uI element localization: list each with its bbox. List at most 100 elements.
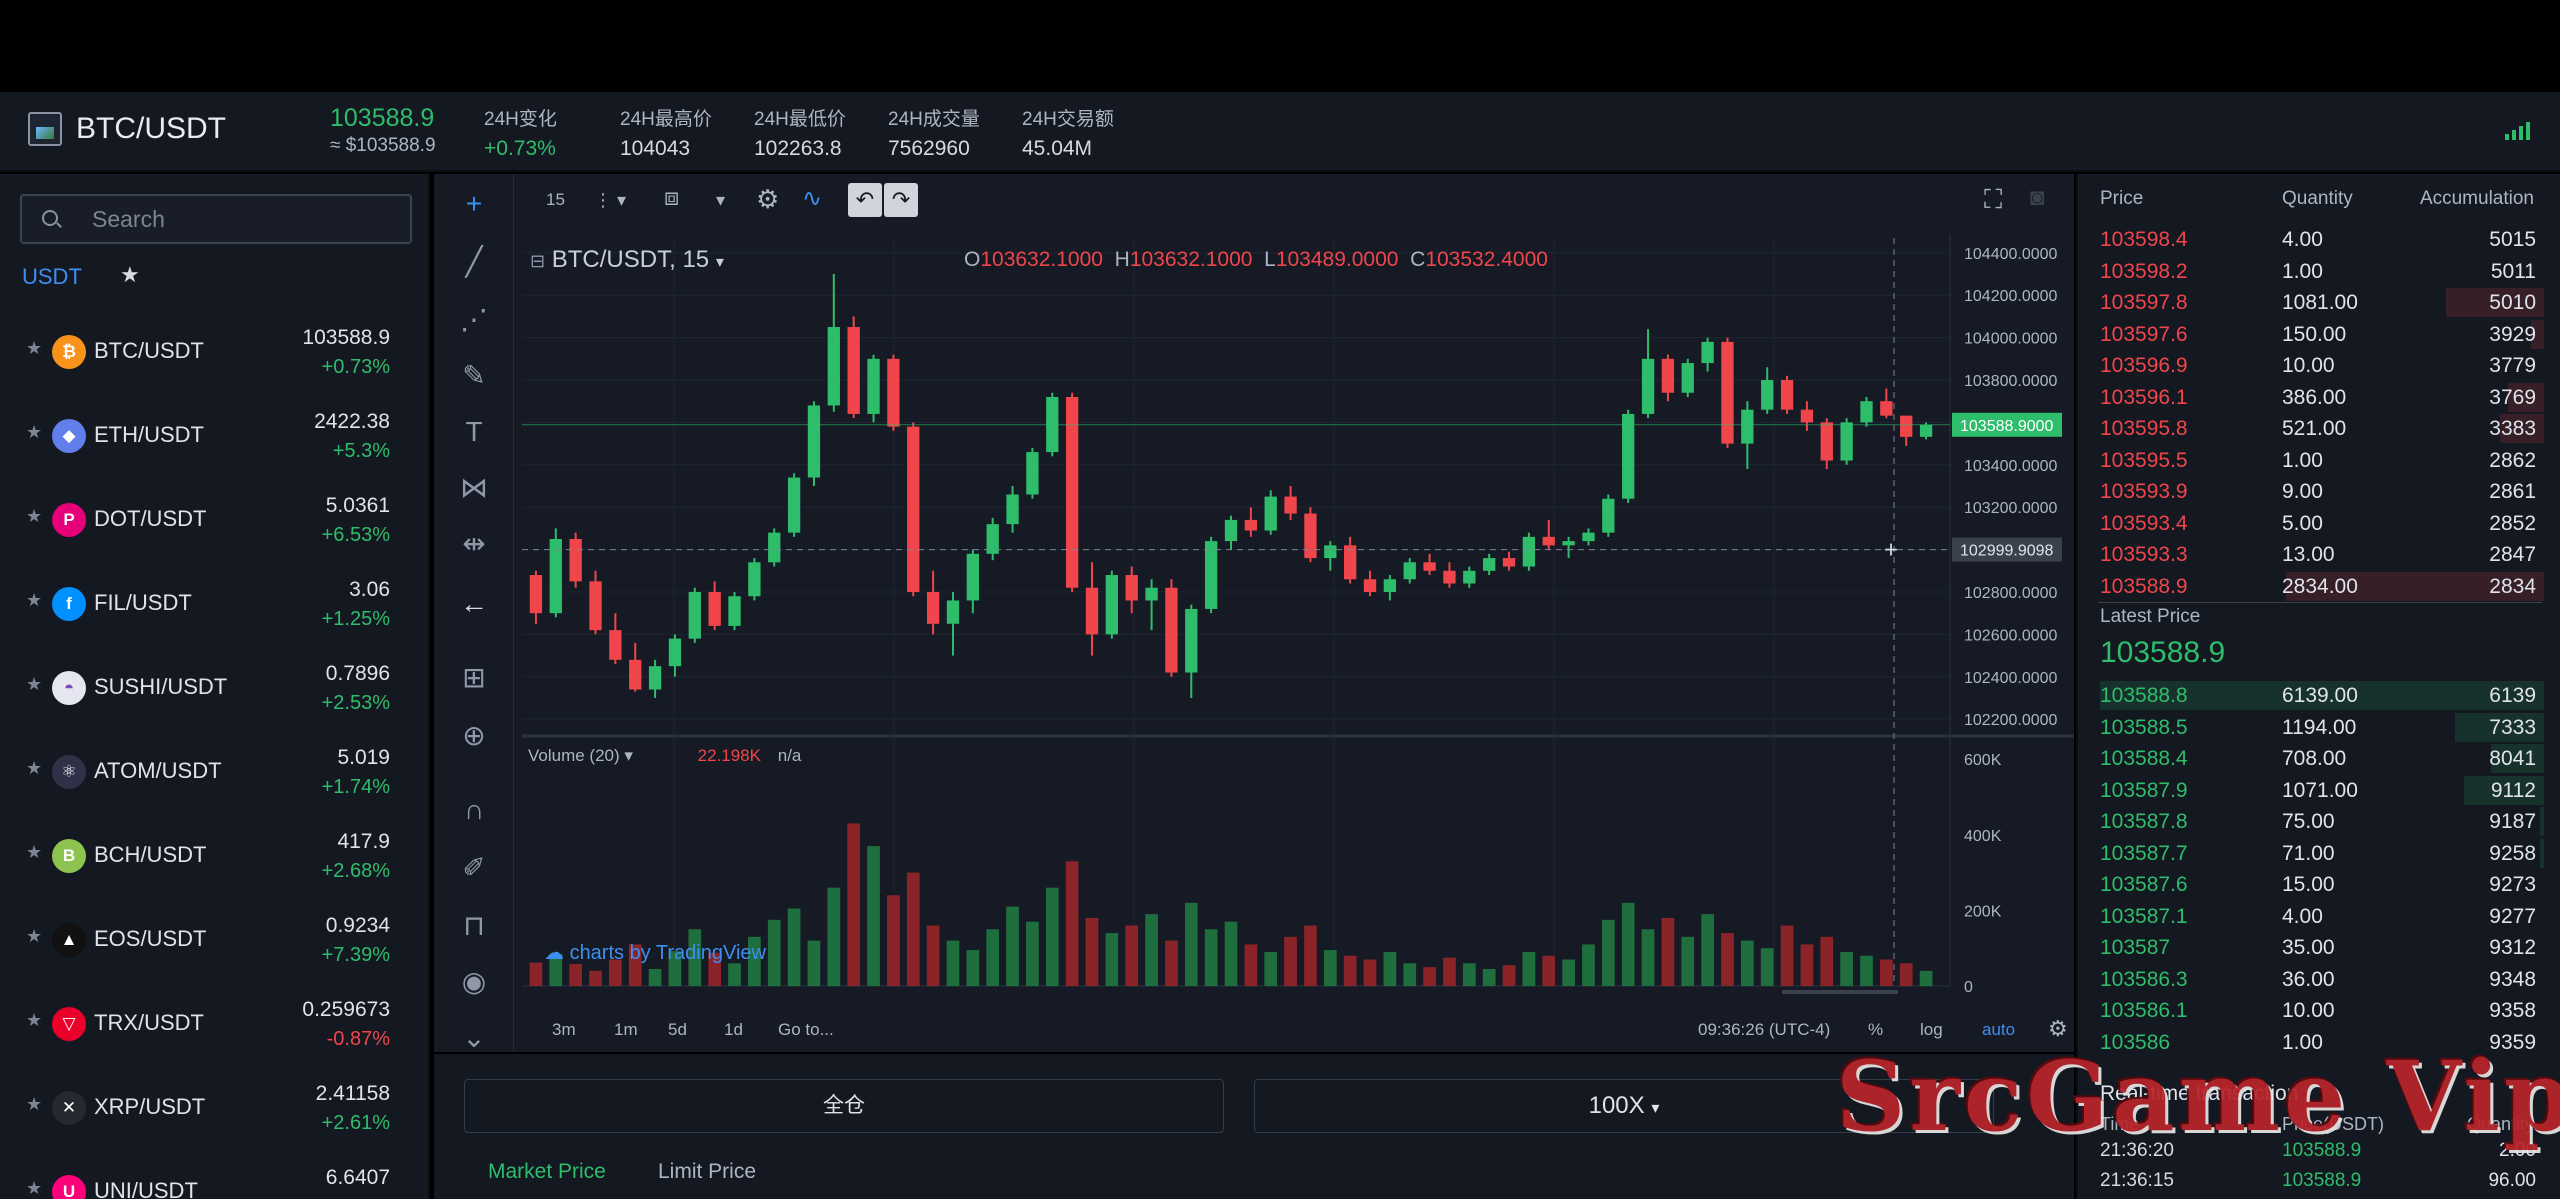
ohlc-close: 103532.4000 [1425,248,1548,271]
ask-row[interactable]: 103593.9 9.00 2861 [2078,476,2560,507]
favorite-star-icon[interactable]: ★ [26,926,43,946]
ruler-icon[interactable]: ⊞ [462,662,486,693]
market-row[interactable]: ★ ▲ EOS/USDT 0.9234 +7.39% [0,898,428,982]
market-change: +2.53% [321,692,390,714]
zoom-in-icon[interactable]: ⊕ [462,720,486,751]
text-icon[interactable]: T [465,416,483,447]
favorite-star-icon[interactable]: ★ [26,1094,43,1114]
favorite-star-icon[interactable]: ★ [26,338,43,358]
ask-row[interactable]: 103593.3 13.00 2847 [2078,539,2560,570]
favorite-star-icon[interactable]: ★ [26,590,43,610]
fib-icon[interactable]: ⋰ [460,304,488,335]
favorite-star-icon[interactable]: ★ [26,758,43,778]
undo-button[interactable]: ↶ [848,183,882,217]
interval-more-icon[interactable]: ⋮ ▾ [594,190,627,210]
market-row[interactable]: ★ ◆ ETH/USDT 2422.38 +5.3% [0,394,428,478]
search-input[interactable] [92,204,392,234]
percent-toggle[interactable]: % [1868,1020,1884,1039]
camera-icon[interactable]: ◙ [2030,184,2045,211]
chevron-down-icon[interactable]: ⌄ [462,1022,486,1053]
ask-row[interactable]: 103588.9 2834.00 2834 [2078,571,2560,602]
range-1m[interactable]: 1m [614,1020,638,1039]
bid-row[interactable]: 103588.4 708.00 8041 [2078,743,2560,774]
ask-row[interactable]: 103596.1 386.00 3769 [2078,382,2560,413]
market-row[interactable]: ★ ◓ SUSHI/USDT 0.7896 +2.53% [0,646,428,730]
style-dropdown-icon[interactable]: ▾ [716,190,726,210]
interval-button[interactable]: 15 [546,190,565,209]
eye-icon[interactable]: ◉ [461,966,487,997]
ask-row[interactable]: 103595.5 1.00 2862 [2078,445,2560,476]
volume-bar [1542,955,1556,986]
favorite-star-icon[interactable]: ★ [26,842,43,862]
tab-market-price[interactable]: Market Price [488,1160,606,1183]
tab-limit-price[interactable]: Limit Price [658,1160,757,1183]
settings-gear-icon[interactable]: ⚙ [756,184,780,214]
market-row[interactable]: ★ f FIL/USDT 3.06 +1.25% [0,562,428,646]
bid-row[interactable]: 103586.1 10.00 9358 [2078,995,2560,1026]
lock-icon[interactable]: ⊓ [463,910,485,941]
measure-icon[interactable]: ⇹ [462,528,486,559]
favorite-star-icon[interactable]: ★ [26,1010,43,1030]
market-row[interactable]: ★ U UNI/USDT 6.6407 [0,1150,428,1199]
bid-row[interactable]: 103587 35.00 9312 [2078,932,2560,963]
favorite-star-icon[interactable]: ★ [26,674,43,694]
crosshair-icon[interactable]: + [465,188,483,219]
trendline-icon[interactable]: ╱ [465,246,483,277]
collapse-legend-icon[interactable]: ⊟ [530,251,546,271]
range-3m[interactable]: 3m [552,1020,576,1039]
range-1d[interactable]: 1d [724,1020,743,1039]
price-chart[interactable]: 104400.0000 104200.0000 104000.0000 103800.… [434,174,2074,994]
market-row[interactable]: ★ P DOT/USDT 5.0361 +6.53% [0,478,428,562]
tradingview-branding[interactable]: ☁ charts by TradingView [544,940,766,965]
price-tick-label: 103800.0000 [1964,373,2058,390]
ask-row[interactable]: 103597.6 150.00 3929 [2078,319,2560,350]
ask-row[interactable]: 103597.8 1081.00 5010 [2078,287,2560,318]
margin-mode-select[interactable]: 全仓 [464,1079,1224,1133]
leverage-select[interactable]: 100X ▾ [1254,1079,1994,1133]
ask-row[interactable]: 103598.2 1.00 5011 [2078,256,2560,287]
bid-row[interactable]: 103586.3 36.00 9348 [2078,964,2560,995]
market-row[interactable]: ★ ▽ TRX/USDT 0.259673 -0.87% [0,982,428,1066]
bid-row[interactable]: 103588.8 6139.00 6139 [2078,680,2560,711]
market-row[interactable]: ★ ₿ BTC/USDT 103588.9 +0.73% [0,310,428,394]
favorite-star-icon[interactable]: ★ [26,422,43,442]
ask-row[interactable]: 103593.4 5.00 2852 [2078,508,2560,539]
bid-row[interactable]: 103587.1 4.00 9277 [2078,901,2560,932]
market-row[interactable]: ★ ✕ XRP/USDT 2.41158 +2.61% [0,1066,428,1150]
tab-usdt[interactable]: USDT [22,264,82,289]
bid-row[interactable]: 103587.8 75.00 9187 [2078,806,2560,837]
bid-row[interactable]: 103587.9 1071.00 9112 [2078,775,2560,806]
stay-drawing-icon[interactable]: ✐ [462,852,486,883]
favorite-star-icon[interactable]: ★ [26,1178,43,1198]
market-row[interactable]: ★ B BCH/USDT 417.9 +2.68% [0,814,428,898]
auto-toggle[interactable]: auto [1982,1020,2016,1039]
fullscreen-icon[interactable]: ⛶ [1984,184,2003,214]
goto-button[interactable]: Go to... [778,1020,834,1039]
favorite-star-icon[interactable]: ★ [26,506,43,526]
depth-bar [2286,571,2544,601]
ask-row[interactable]: 103596.9 10.00 3779 [2078,350,2560,381]
bid-row[interactable]: 103588.5 1194.00 7333 [2078,712,2560,743]
bid-row[interactable]: 103586 1.00 9359 [2078,1027,2560,1058]
bid-row[interactable]: 103587.6 15.00 9273 [2078,869,2560,900]
candle-body [728,596,741,626]
tab-favorites-icon[interactable]: ★ [120,262,140,287]
price-tick-label: 102400.0000 [1964,670,2058,687]
range-5d[interactable]: 5d [668,1020,687,1039]
indicators-icon[interactable]: ∿ [802,185,823,212]
ask-row[interactable]: 103598.4 4.00 5015 [2078,224,2560,255]
market-row[interactable]: ★ ⚛ ATOM/USDT 5.019 +1.74% [0,730,428,814]
ask-row[interactable]: 103595.8 521.00 3383 [2078,413,2560,444]
search-box[interactable] [20,194,412,244]
redo-button[interactable]: ↷ [884,183,918,217]
chart-settings-gear-icon[interactable]: ⚙ [2048,1016,2068,1041]
candle-style-icon[interactable]: ⧈ [664,184,680,211]
log-toggle[interactable]: log [1920,1020,1943,1039]
bid-row[interactable]: 103587.7 71.00 9258 [2078,838,2560,869]
magnet-icon[interactable]: ∩ [463,794,485,825]
pattern-icon[interactable]: ⋈ [460,472,488,503]
collapse-arrow-icon[interactable]: ← [460,588,488,619]
symbol-dropdown-icon[interactable]: ▾ [715,254,724,271]
brush-icon[interactable]: ✎ [462,360,486,391]
pair-selector[interactable]: BTC/USDT [28,112,226,146]
